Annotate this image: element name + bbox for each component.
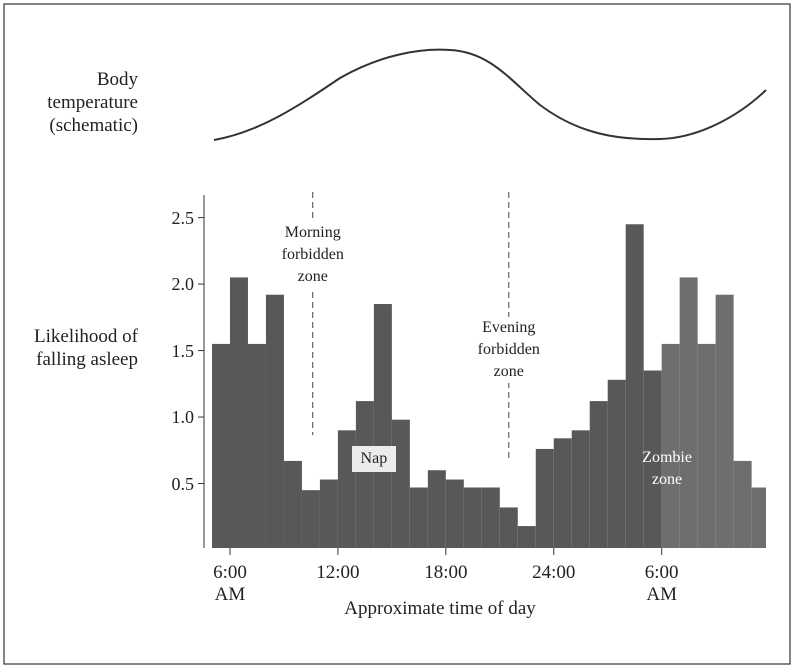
- y-tick-label: 1.0: [171, 407, 195, 428]
- y-tick-label: 2.0: [171, 274, 195, 295]
- annotation: Zombie zone: [642, 449, 692, 488]
- bar: [427, 470, 446, 548]
- bar: [625, 224, 644, 549]
- bar: [265, 294, 284, 548]
- bar: [535, 448, 554, 548]
- bar: [229, 277, 248, 548]
- bar: [212, 343, 230, 548]
- x-tick-label: 6:00 AM: [213, 562, 247, 605]
- bar: [643, 370, 662, 548]
- bar: [697, 343, 716, 548]
- x-tick-label: 24:00: [532, 562, 576, 583]
- bar: [607, 379, 626, 548]
- bar: [301, 490, 320, 548]
- y-axis-label: Likelihood of falling asleep: [34, 326, 138, 370]
- y-tick-label: 2.5: [171, 207, 195, 228]
- bar: [751, 487, 766, 548]
- bar: [355, 401, 374, 548]
- bar: [499, 507, 518, 548]
- bar: [283, 460, 302, 548]
- annotation: Morning forbidden zone: [267, 222, 358, 288]
- bar: [661, 343, 680, 548]
- x-tick-label: 6:00 AM: [644, 562, 679, 605]
- bar: [409, 487, 428, 548]
- bar: [445, 479, 464, 548]
- x-axis-label: Approximate time of day: [344, 598, 536, 619]
- bar: [373, 304, 392, 548]
- bar: [391, 419, 410, 548]
- bar: [337, 430, 356, 548]
- x-tick-label: 12:00: [316, 562, 360, 583]
- annotation: Nap: [351, 446, 396, 472]
- bar: [247, 343, 266, 548]
- x-tick-label: 18:00: [424, 562, 468, 583]
- bar: [517, 526, 536, 548]
- y-tick-label: 0.5: [171, 473, 195, 494]
- bar: [733, 460, 752, 548]
- bar: [589, 401, 608, 548]
- bar: [679, 277, 698, 548]
- bar: [715, 294, 734, 548]
- bar: [571, 430, 590, 548]
- y-tick-label: 1.5: [171, 340, 195, 361]
- bar: [319, 479, 338, 548]
- frame: [3, 3, 791, 665]
- bar: [463, 487, 482, 548]
- annotation: Evening forbidden zone: [463, 317, 554, 383]
- temperature-label: Body temperature (schematic): [47, 69, 138, 136]
- bar: [481, 487, 500, 548]
- bar: [553, 438, 572, 548]
- temperature-curve: [213, 48, 767, 141]
